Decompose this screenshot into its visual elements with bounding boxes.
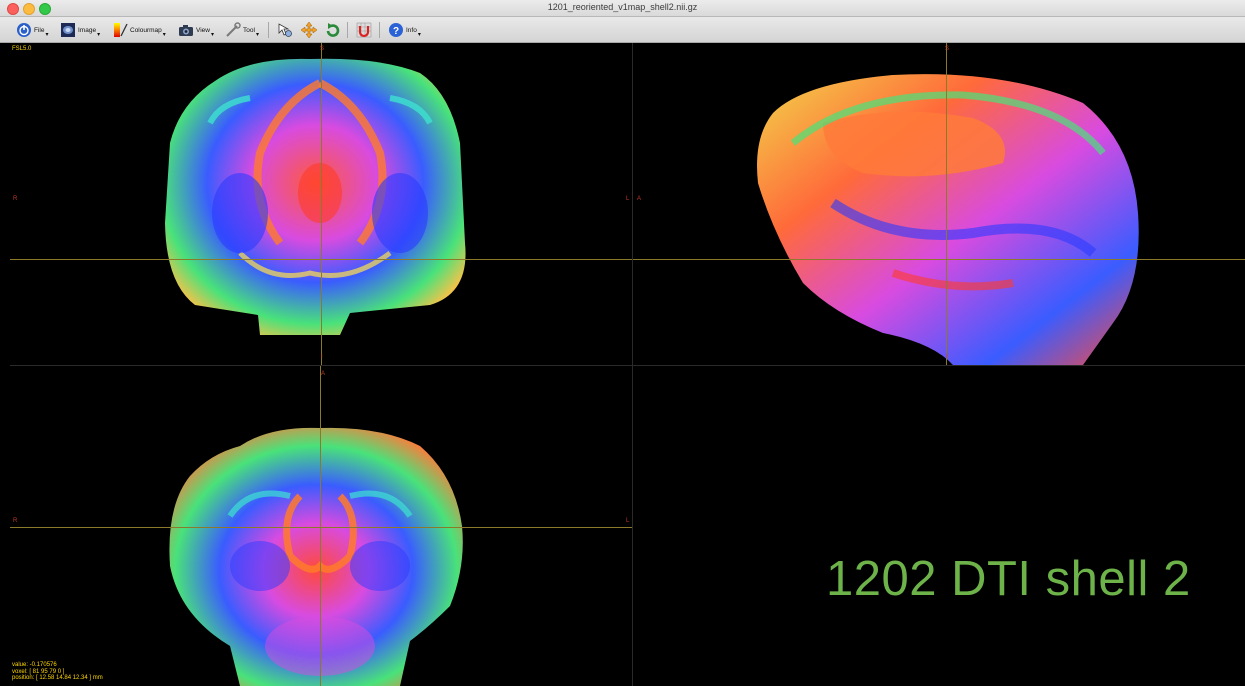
- reset-view-button[interactable]: [325, 20, 343, 40]
- toolbar-separator: [379, 22, 380, 38]
- dti-shell-overlay-label: 1202 DTI shell 2: [826, 552, 1191, 606]
- sagittal-panel[interactable]: S I A: [633, 43, 1245, 365]
- power-icon: [16, 22, 32, 38]
- zoom-tool-button[interactable]: [277, 20, 295, 40]
- file-menu-button[interactable]: File ▾: [16, 20, 49, 40]
- minimize-window-button[interactable]: [23, 3, 35, 15]
- crosshair-vertical: [321, 43, 322, 365]
- axial-panel[interactable]: A R L value: -0.170576 voxel: [ 81 95 79…: [10, 366, 632, 686]
- window-titlebar: 1201_reoriented_v1map_shell2.nii.gz: [0, 0, 1245, 17]
- panel-divider: [632, 43, 633, 686]
- tool-menu-label: Tool: [243, 26, 255, 34]
- orientation-inferior: I: [321, 354, 323, 360]
- close-window-button[interactable]: [7, 3, 19, 15]
- maximize-window-button[interactable]: [39, 3, 51, 15]
- camera-icon: [178, 22, 194, 38]
- axial-brain-slice: [169, 427, 463, 686]
- fsl-version-label: FSL5.0: [12, 46, 32, 52]
- image-menu-button[interactable]: Image ▾: [60, 20, 100, 40]
- toolbar: File ▾ Image ▾ Colourmap ▾ View ▾ Tool ▾: [0, 17, 1245, 43]
- orientation-inferior: I: [946, 354, 948, 360]
- brain-image-icon: [60, 22, 76, 38]
- crosshair-horizontal: [633, 259, 1245, 260]
- image-menu-label: Image: [78, 26, 97, 34]
- chevron-down-icon: ▾: [255, 31, 259, 38]
- tool-menu-button[interactable]: Tool ▾: [225, 20, 259, 40]
- orientation-superior: S: [945, 46, 950, 52]
- voxel-status-readout: value: -0.170576 voxel: [ 81 95 79 0 ] p…: [12, 662, 103, 682]
- sagittal-brain-slice: [757, 74, 1139, 365]
- help-icon: ?: [388, 22, 404, 38]
- move-arrows-icon: [300, 21, 318, 39]
- svg-text:?: ?: [393, 26, 399, 37]
- view-menu-label: View: [196, 26, 210, 34]
- info-menu-label: Info: [406, 26, 417, 34]
- empty-panel: [633, 366, 1245, 686]
- crosshair-horizontal: [10, 527, 632, 528]
- orientation-anterior: A: [321, 371, 326, 377]
- chevron-down-icon: ▾: [210, 31, 214, 38]
- colourmap-menu-button[interactable]: Colourmap ▾: [112, 20, 166, 40]
- window-title: 1201_reoriented_v1map_shell2.nii.gz: [547, 2, 698, 12]
- orientation-anterior: A: [637, 196, 642, 202]
- refresh-icon: [325, 22, 341, 38]
- pan-tool-button[interactable]: [300, 20, 319, 40]
- orientation-left: L: [626, 196, 630, 202]
- toolbar-separator: [268, 22, 269, 38]
- crosshair-vertical: [320, 366, 321, 686]
- position-readout: position: [ 12.58 14.84 12.34 ] mm: [12, 675, 103, 681]
- chevron-down-icon: ▾: [162, 31, 166, 38]
- zoom-cursor-icon: [277, 22, 293, 38]
- crosshair-toggle-button[interactable]: [356, 20, 374, 40]
- image-viewer[interactable]: S I R L FSL5.0 S I A: [10, 43, 1245, 686]
- grid-magnet-icon: [356, 22, 372, 38]
- view-menu-button[interactable]: View ▾: [178, 20, 214, 40]
- panel-divider: [10, 365, 1245, 366]
- crosshair-vertical: [946, 43, 947, 365]
- colourmap-icon: [112, 22, 128, 38]
- orientation-left: L: [626, 518, 630, 524]
- chevron-down-icon: ▾: [97, 31, 101, 38]
- toolbar-separator: [347, 22, 348, 38]
- info-menu-button[interactable]: ? Info ▾: [388, 20, 421, 40]
- crosshair-horizontal: [10, 259, 632, 260]
- file-menu-label: File: [34, 26, 45, 34]
- coronal-brain-slice: [165, 58, 466, 336]
- orientation-right: R: [13, 518, 18, 524]
- coronal-panel[interactable]: S I R L FSL5.0: [10, 43, 632, 365]
- wrench-icon: [225, 22, 241, 38]
- orientation-superior: S: [320, 46, 325, 52]
- value-readout: value: -0.170576: [12, 662, 57, 668]
- chevron-down-icon: ▾: [45, 31, 49, 38]
- voxel-readout: voxel: [ 81 95 79 0 ]: [12, 668, 65, 675]
- orientation-right: R: [13, 196, 18, 202]
- colourmap-menu-label: Colourmap: [130, 26, 162, 34]
- chevron-down-icon: ▾: [417, 31, 421, 38]
